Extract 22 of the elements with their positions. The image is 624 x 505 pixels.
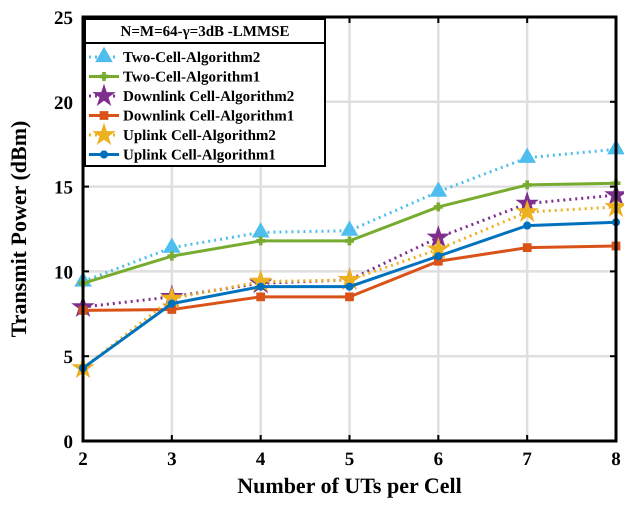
y-tick-label: 10 [54,262,73,284]
y-axis-title: Transmit Power (dBm) [6,120,31,338]
y-tick-label: 25 [54,8,73,29]
legend-label: Two-Cell-Algorithm2 [123,50,260,66]
legend-label: Downlink Cell-Algorithm1 [123,108,294,124]
y-tick-label: 15 [54,178,73,199]
legend-label: Uplink Cell-Algorithm2 [123,128,276,144]
legend-label: Uplink Cell-Algorithm1 [123,148,276,164]
x-axis-title: Number of UTs per Cell [237,473,462,498]
x-tick-label: 6 [434,449,444,470]
x-tick-label: 8 [611,449,621,470]
y-tick-label: 20 [54,92,73,114]
y-tick-label: 5 [64,347,73,368]
x-tick-label: 3 [167,449,177,470]
legend-title: N=M=64-γ=3dB -LMMSE [120,24,290,40]
x-tick-label: 4 [256,449,266,470]
x-tick-label: 7 [522,449,532,470]
legend-label: Downlink Cell-Algorithm2 [123,89,294,105]
x-tick-label: 5 [344,449,354,470]
y-tick-label: 0 [64,432,73,453]
x-tick-label: 2 [78,449,88,470]
legend-label: Two-Cell-Algorithm1 [123,70,260,86]
